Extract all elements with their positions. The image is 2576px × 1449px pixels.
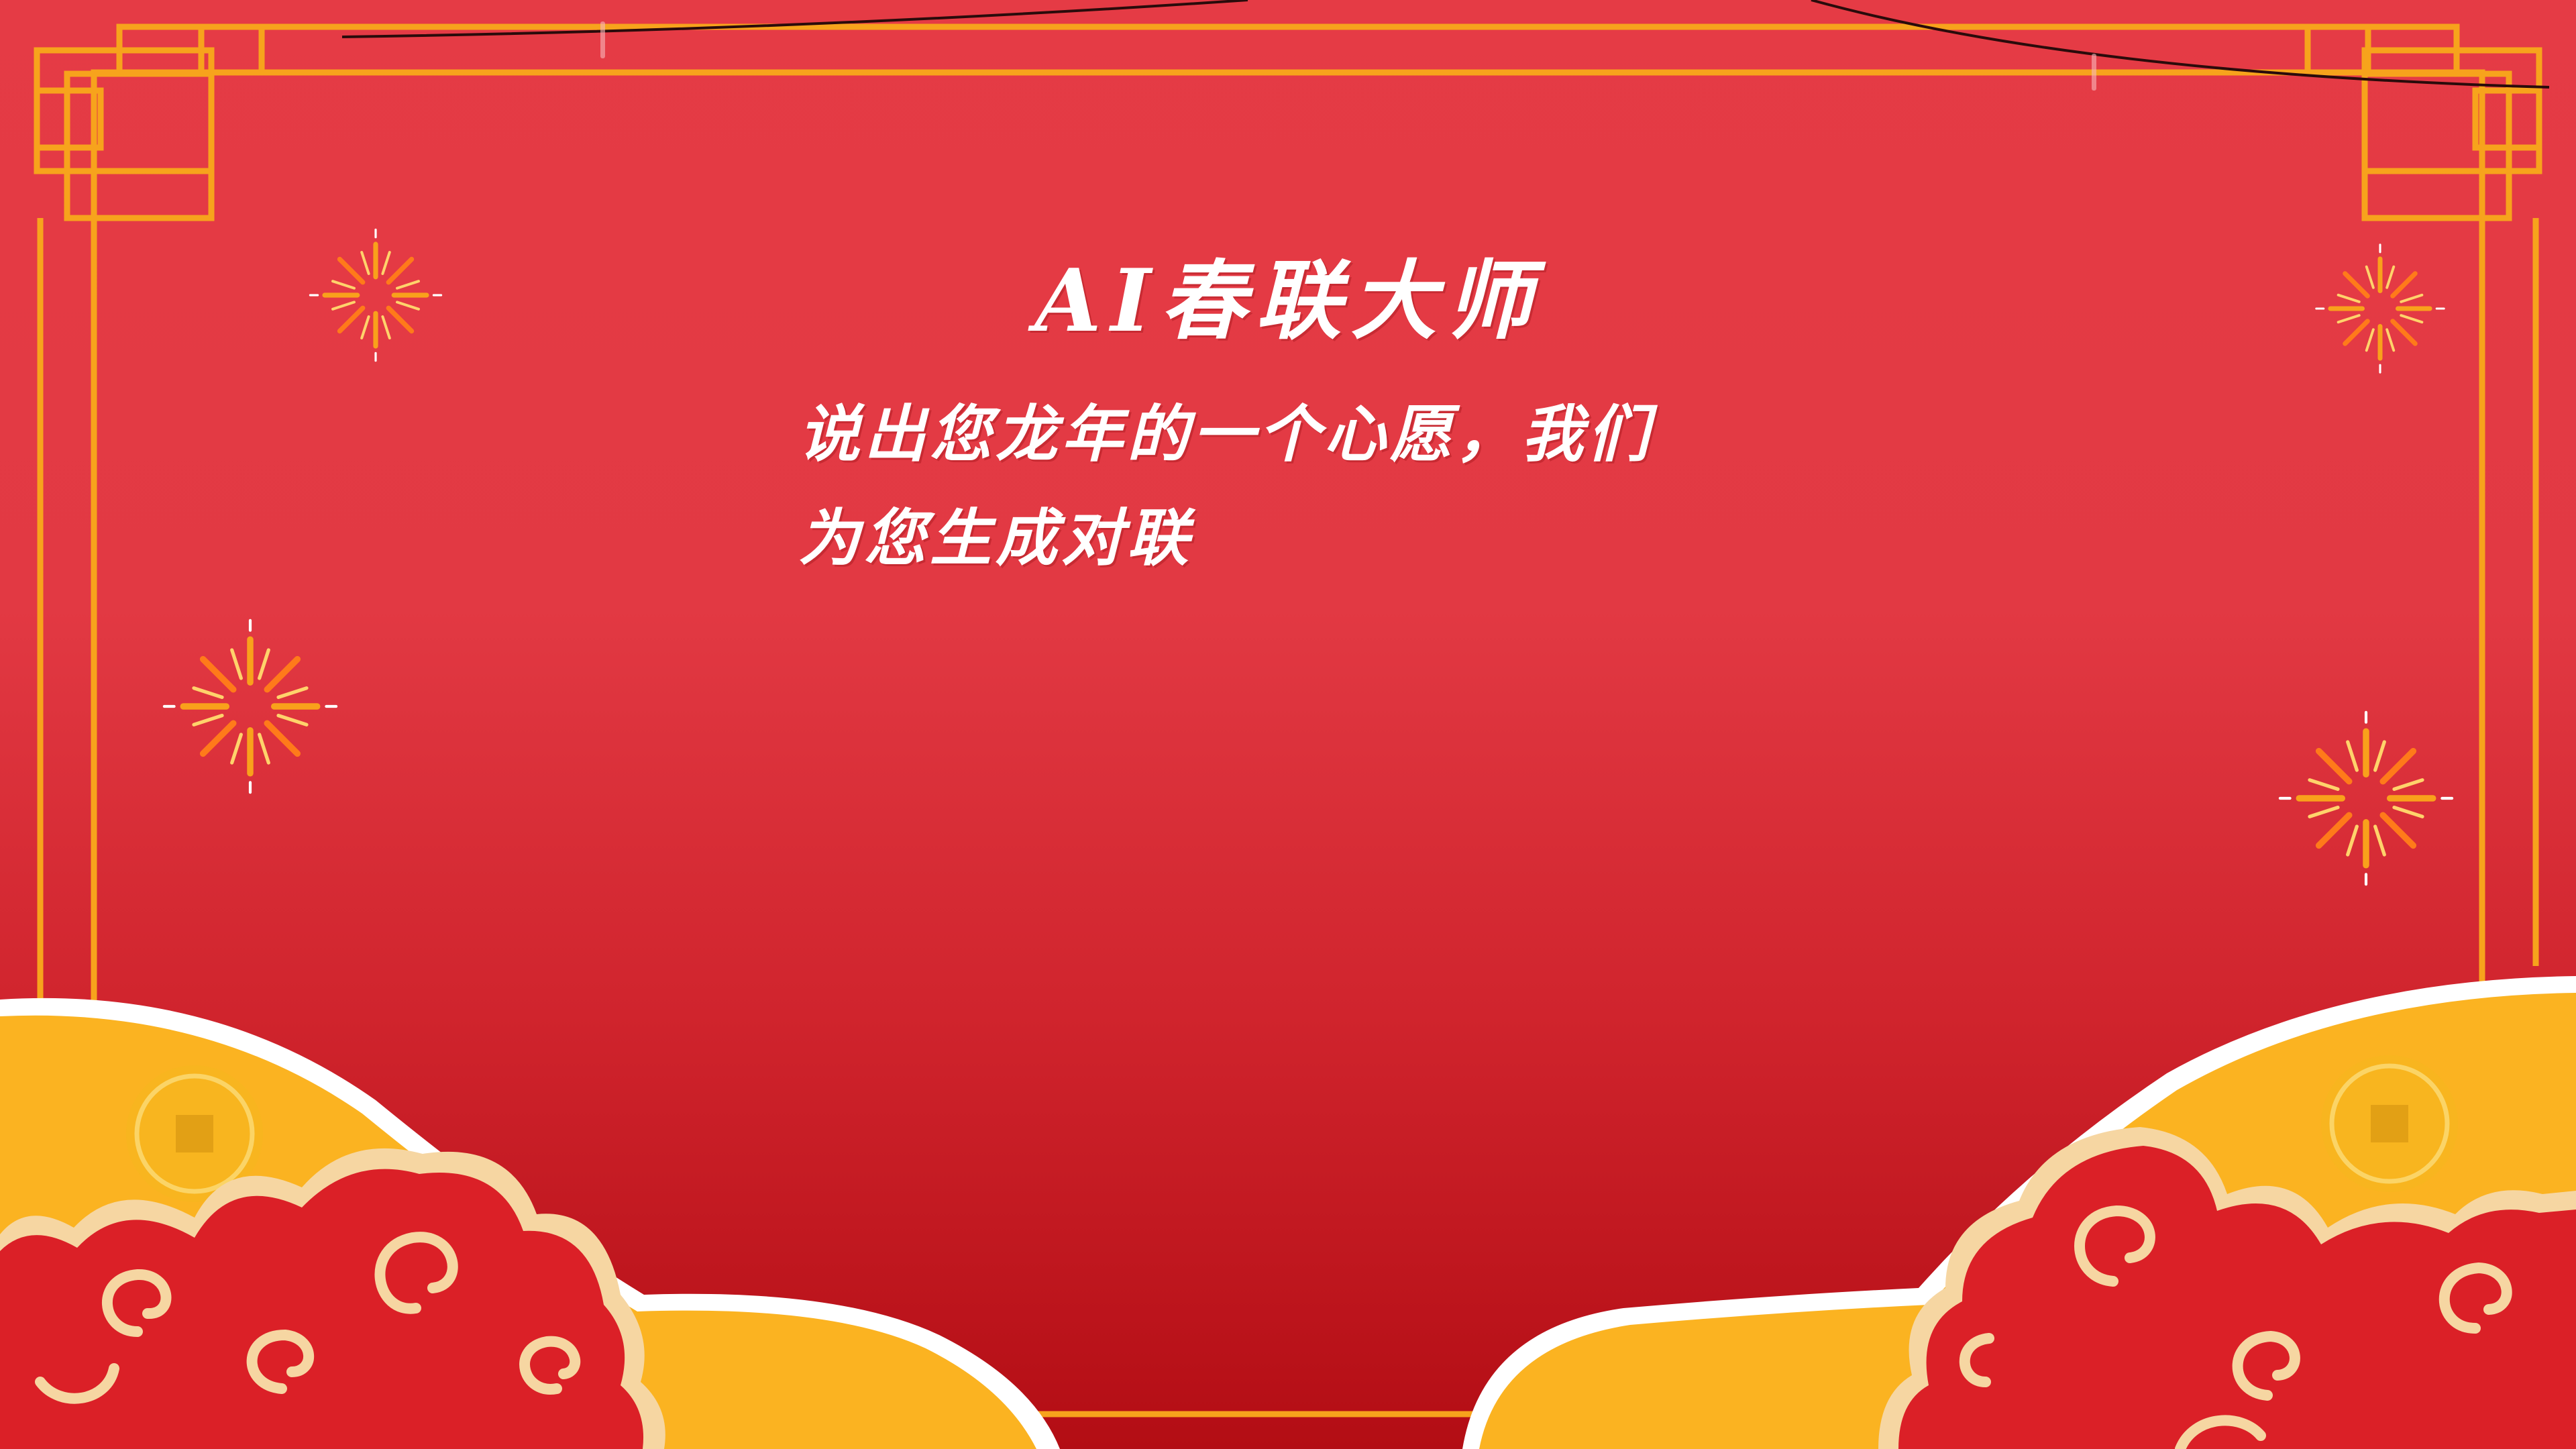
- subtitle-line-2: 为您生成对联: [798, 502, 1193, 574]
- firework-icon: [2280, 712, 2452, 884]
- page-title: AI春联大师: [1034, 251, 1542, 352]
- left-auspicious-cloud: [0, 1148, 665, 1449]
- chinese-window-frame: [34, 23, 2542, 1417]
- subtitle-line-1: 说出您龙年的一个心愿，我们: [798, 398, 1654, 470]
- firework-icon: [164, 621, 336, 792]
- sparkle-marks: [600, 21, 2096, 91]
- hanging-strings: [341, 0, 2550, 89]
- right-auspicious-cloud: [1878, 1127, 2576, 1449]
- subtitle: 说出您龙年的一个心愿，我们 为您生成对联: [798, 382, 1764, 590]
- coin-icon: [2321, 1055, 2458, 1192]
